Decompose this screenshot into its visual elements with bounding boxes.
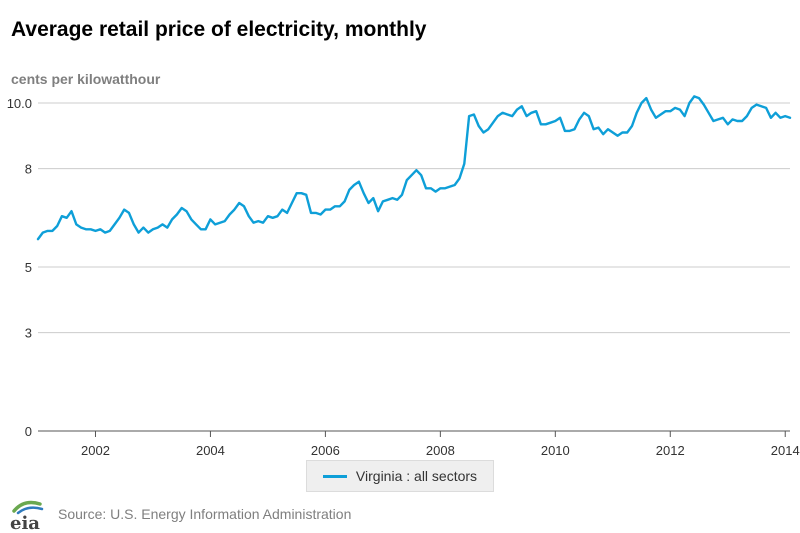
x-tick-label: 2010 xyxy=(541,443,570,458)
x-tick-label: 2006 xyxy=(311,443,340,458)
y-tick-label: 8 xyxy=(25,162,32,177)
footer: eia Source: U.S. Energy Information Admi… xyxy=(6,496,351,532)
legend-label: Virginia : all sectors xyxy=(355,468,478,484)
logo-text: eia xyxy=(10,513,40,532)
x-tick-label: 2014 xyxy=(771,443,800,458)
y-tick-label: 3 xyxy=(25,326,32,341)
legend-swatch xyxy=(322,474,347,478)
logo-arc-blue xyxy=(16,506,44,515)
source-text: Source: U.S. Energy Information Administ… xyxy=(58,506,352,522)
y-axis-label: cents per kilowatthour xyxy=(11,71,161,87)
eia-logo: eia xyxy=(10,500,44,532)
x-tick-label: 2008 xyxy=(426,443,455,458)
series-line-virginia xyxy=(36,95,792,241)
gridlines xyxy=(38,102,790,432)
legend[interactable]: Virginia : all sectors xyxy=(306,460,494,492)
y-tick-label: 10.0 xyxy=(7,96,32,111)
chart-title: Average retail price of electricity, mon… xyxy=(11,18,427,41)
x-tick-label: 2002 xyxy=(81,443,110,458)
x-axis: 2002 2004 2006 2008 2010 2012 2014 xyxy=(81,431,800,458)
logo-arc-green xyxy=(12,500,42,513)
line-chart: 0 3 5 8 10.0 2002 2004 2006 2008 2010 2012 2014 xyxy=(7,95,800,458)
x-tick-label: 2012 xyxy=(656,443,685,458)
y-tick-label: 0 xyxy=(25,424,32,439)
y-tick-label: 5 xyxy=(25,260,32,275)
y-tick-labels: 0 3 5 8 10.0 xyxy=(7,96,32,439)
series-group xyxy=(36,95,792,241)
x-tick-label: 2004 xyxy=(196,443,225,458)
